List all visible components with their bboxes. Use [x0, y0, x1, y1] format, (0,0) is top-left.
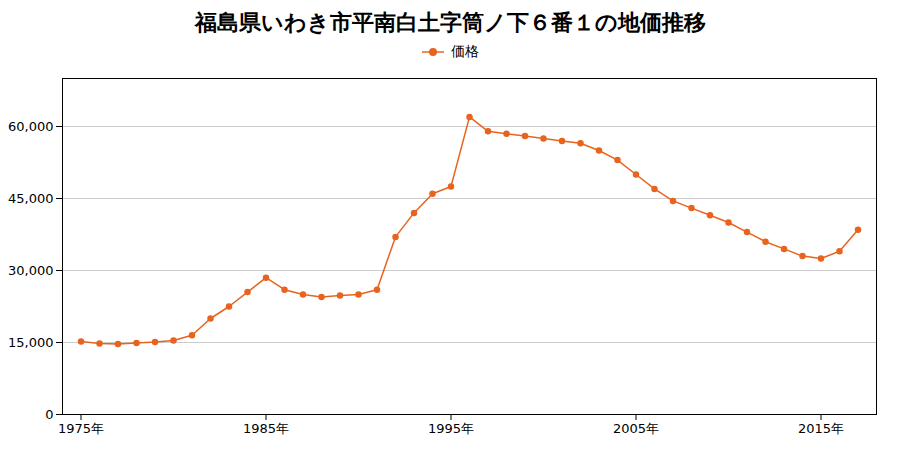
svg-text:0: 0	[45, 407, 53, 422]
svg-text:1985年: 1985年	[243, 421, 289, 436]
svg-text:30,000: 30,000	[8, 263, 54, 278]
svg-text:15,000: 15,000	[8, 335, 54, 350]
svg-text:1975年: 1975年	[58, 421, 104, 436]
svg-text:2015年: 2015年	[798, 421, 844, 436]
svg-text:60,000: 60,000	[8, 119, 54, 134]
html-text:価格: 価格	[451, 43, 479, 59]
svg-text:2005年: 2005年	[613, 421, 659, 436]
svg-text:1995年: 1995年	[428, 421, 474, 436]
svg-text:45,000: 45,000	[8, 191, 54, 206]
html-text:福島県いわき市平南白土字筒ノ下６番１の地価推移: 福島県いわき市平南白土字筒ノ下６番１の地価推移	[194, 10, 706, 35]
